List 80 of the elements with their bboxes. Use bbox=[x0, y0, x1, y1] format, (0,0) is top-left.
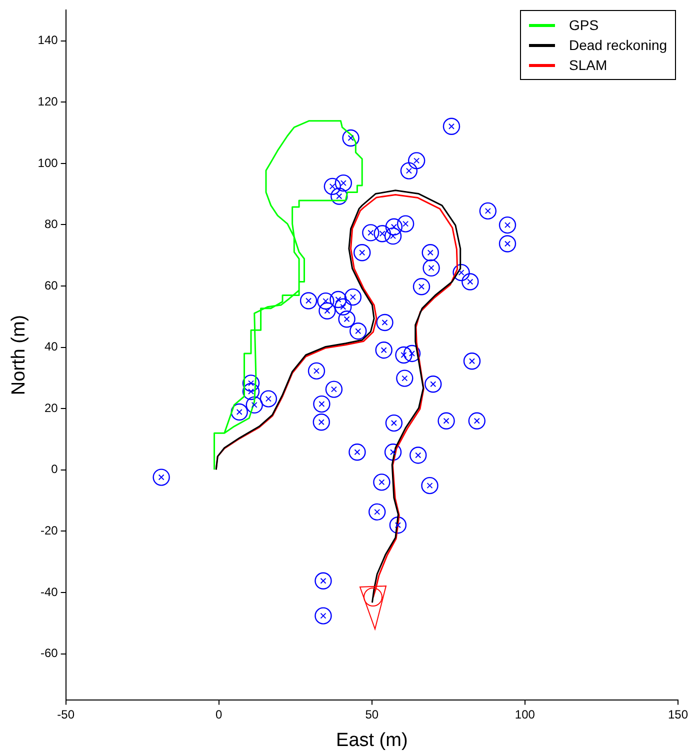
y-tick-label: 140 bbox=[38, 33, 58, 48]
y-tick-label: -60 bbox=[40, 646, 58, 660]
point bbox=[438, 412, 455, 430]
point bbox=[422, 244, 439, 262]
point bbox=[334, 174, 352, 192]
point bbox=[412, 278, 430, 296]
x-axis-title: East (m) bbox=[336, 730, 408, 751]
point bbox=[334, 298, 352, 316]
point bbox=[384, 444, 402, 461]
point bbox=[350, 322, 367, 340]
point bbox=[314, 607, 332, 624]
point bbox=[312, 414, 330, 431]
point bbox=[230, 403, 248, 421]
point bbox=[424, 376, 442, 393]
x-tick-label: 50 bbox=[365, 707, 379, 722]
point bbox=[498, 235, 516, 252]
point bbox=[330, 290, 347, 308]
y-tick-label: 120 bbox=[38, 94, 58, 108]
point bbox=[242, 382, 260, 400]
point bbox=[462, 273, 479, 290]
point bbox=[317, 292, 334, 310]
y-tick-label: 80 bbox=[44, 217, 58, 232]
point bbox=[342, 129, 360, 147]
point bbox=[313, 395, 330, 413]
point bbox=[384, 227, 402, 245]
point bbox=[421, 476, 438, 494]
point bbox=[152, 468, 170, 486]
point bbox=[396, 215, 414, 232]
point bbox=[260, 390, 278, 408]
point bbox=[373, 474, 390, 491]
x-tick-label: -50 bbox=[57, 707, 75, 722]
point bbox=[344, 288, 362, 306]
legend-label: Dead reckoning bbox=[568, 37, 668, 54]
y-tick-label: 40 bbox=[44, 340, 58, 354]
point bbox=[422, 259, 440, 277]
point bbox=[362, 224, 380, 242]
y-tick-label: 20 bbox=[44, 400, 58, 415]
point bbox=[364, 588, 383, 607]
point bbox=[375, 341, 392, 359]
point bbox=[308, 362, 326, 380]
point bbox=[354, 244, 371, 262]
point bbox=[452, 264, 470, 282]
y-tick-label: 60 bbox=[44, 278, 58, 292]
point bbox=[468, 412, 486, 430]
point bbox=[385, 218, 403, 236]
y-tick-label: -20 bbox=[40, 524, 58, 538]
y-tick-label: 0 bbox=[51, 462, 58, 476]
legend-label: GPS bbox=[568, 17, 599, 34]
point bbox=[403, 344, 421, 362]
point bbox=[330, 188, 348, 205]
point bbox=[479, 202, 497, 220]
y-tick-label: -40 bbox=[40, 584, 58, 599]
point bbox=[395, 346, 412, 364]
point bbox=[325, 380, 343, 398]
point bbox=[396, 370, 414, 387]
point bbox=[242, 374, 260, 392]
point bbox=[463, 352, 481, 370]
point bbox=[376, 314, 394, 332]
point bbox=[408, 152, 426, 170]
point bbox=[498, 216, 516, 234]
x-tick-label: 100 bbox=[514, 707, 536, 722]
point bbox=[246, 396, 263, 414]
point bbox=[324, 178, 342, 196]
point bbox=[348, 444, 366, 461]
point bbox=[314, 572, 332, 590]
point bbox=[318, 302, 336, 320]
x-tick-label: 150 bbox=[668, 707, 688, 722]
point bbox=[368, 503, 386, 521]
point bbox=[385, 414, 403, 432]
point bbox=[374, 225, 391, 242]
x-tick-label: 0 bbox=[216, 707, 223, 722]
point bbox=[442, 118, 460, 135]
point bbox=[410, 446, 427, 464]
point bbox=[400, 162, 418, 180]
legend-label: SLAM bbox=[568, 57, 608, 74]
point bbox=[300, 292, 318, 310]
point bbox=[389, 516, 407, 534]
y-axis-title: North (m) bbox=[8, 314, 30, 396]
y-tick-label: 100 bbox=[38, 156, 58, 170]
point bbox=[338, 310, 356, 328]
